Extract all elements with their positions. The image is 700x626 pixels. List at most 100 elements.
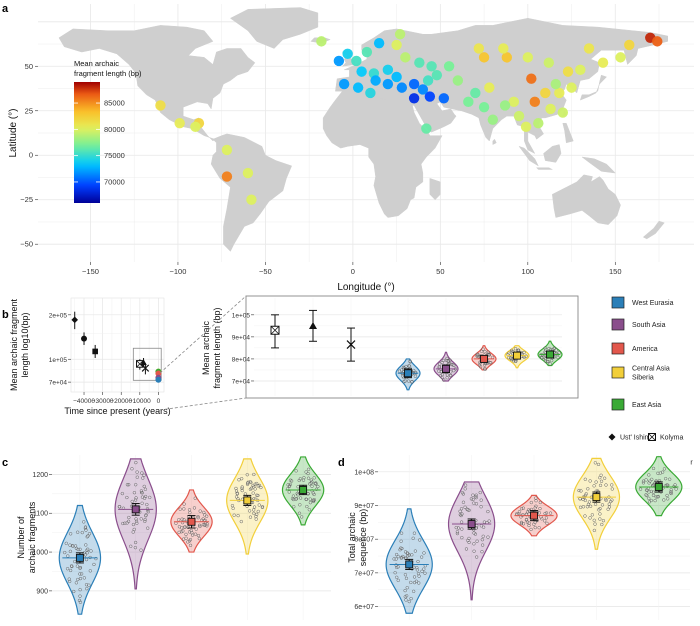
sample-dot [65,567,70,571]
sample-dot [517,510,522,514]
sample-point [417,84,429,95]
mean-marker [131,505,140,514]
sample-dot [120,491,124,496]
y-tick-label: 900 [36,588,48,595]
sample-point [583,43,595,54]
sample-dot [297,478,301,483]
sample-point [652,36,663,47]
sample-dot [76,530,80,534]
landmass [58,25,256,142]
sample-dot [649,489,653,494]
sample-dot [403,573,408,577]
sample-dot [80,572,84,576]
ancient-point [309,321,317,330]
sample-dot [67,577,71,581]
mean-marker [467,520,476,528]
sample-dot [475,352,479,356]
landmass [229,7,319,49]
sample-dot [240,488,244,493]
sample-dot [590,513,594,517]
sample-dot [587,500,592,504]
legend-label: Kolyma [660,435,683,442]
sample-dot [393,571,397,575]
sample-dot [472,549,476,553]
sample-dot [459,507,464,511]
sample-dot [658,471,662,475]
sample-dot [480,550,484,554]
sample-point [408,93,420,104]
sample-dot [311,498,315,502]
sample-dot [72,589,76,594]
sample-dot [301,478,306,482]
y-tick-label: −50 [20,240,33,249]
sample-dot [554,348,558,352]
sample-dot [445,373,449,377]
sample-dot [417,574,421,578]
colorbar-title: Mean archaic [74,59,119,68]
sample-point [174,118,185,129]
x-axis-title: Time since present (years) [64,406,170,416]
sample-dot [594,480,598,484]
sample-dot [395,575,399,579]
sample-dot [294,469,298,473]
sample-dot [532,522,536,526]
present-day-mean [155,370,162,377]
sample-dot [585,505,590,509]
sample-dot [291,494,296,498]
sample-dot [309,478,313,482]
sample-dot [538,500,542,505]
landmass [579,74,607,101]
sample-point [452,75,464,86]
sample-dot [252,472,256,477]
sample-dot [142,484,146,489]
legend-label: Ust' Ishim [620,435,651,442]
sample-dot [463,487,467,491]
sample-dot [592,484,596,488]
sample-dot [420,569,424,573]
sample-dot [313,481,317,486]
y-axis-title: archaic fragments [27,501,37,573]
sample-dot [556,355,560,360]
sample-dot [609,499,613,504]
sample-dot [89,549,93,553]
sample-dot [182,507,186,511]
sample-dot [231,506,235,510]
sample-dot [66,554,70,558]
sample-dot [604,498,608,502]
legend-swatch [611,366,625,379]
sample-dot [534,499,538,503]
sample-dot [86,534,90,538]
sample-dot [651,493,656,498]
sample-dot [88,569,92,573]
panel-label-a: a [2,3,9,15]
colorbar [74,82,100,203]
sample-dot [481,534,485,538]
sample-dot [135,470,139,474]
marker-square [92,348,98,355]
sample-dot [306,467,311,471]
sample-dot [418,538,422,542]
sample-dot [247,509,252,513]
sample-dot [254,517,258,521]
sample-dot [537,526,541,530]
sample-dot [257,503,261,507]
sample-dot [593,522,597,526]
sample-point [373,37,385,49]
sample-point [566,82,577,93]
sample-dot [405,586,409,590]
mean-marker [75,553,84,562]
mean-marker [654,483,663,491]
sample-point [370,75,381,86]
sample-dot [478,365,483,369]
sample-dot [607,502,611,506]
y-axis-title: sequence (bp) [358,509,368,567]
sample-dot [287,484,292,488]
sample-dot [507,356,511,360]
sample-dot [647,496,651,500]
y-tick-label: 25 [25,106,33,115]
sample-dot [578,497,582,501]
sample-dot [240,477,244,481]
sample-point [624,39,635,51]
sample-point [342,48,353,60]
sample-dot [86,547,90,551]
